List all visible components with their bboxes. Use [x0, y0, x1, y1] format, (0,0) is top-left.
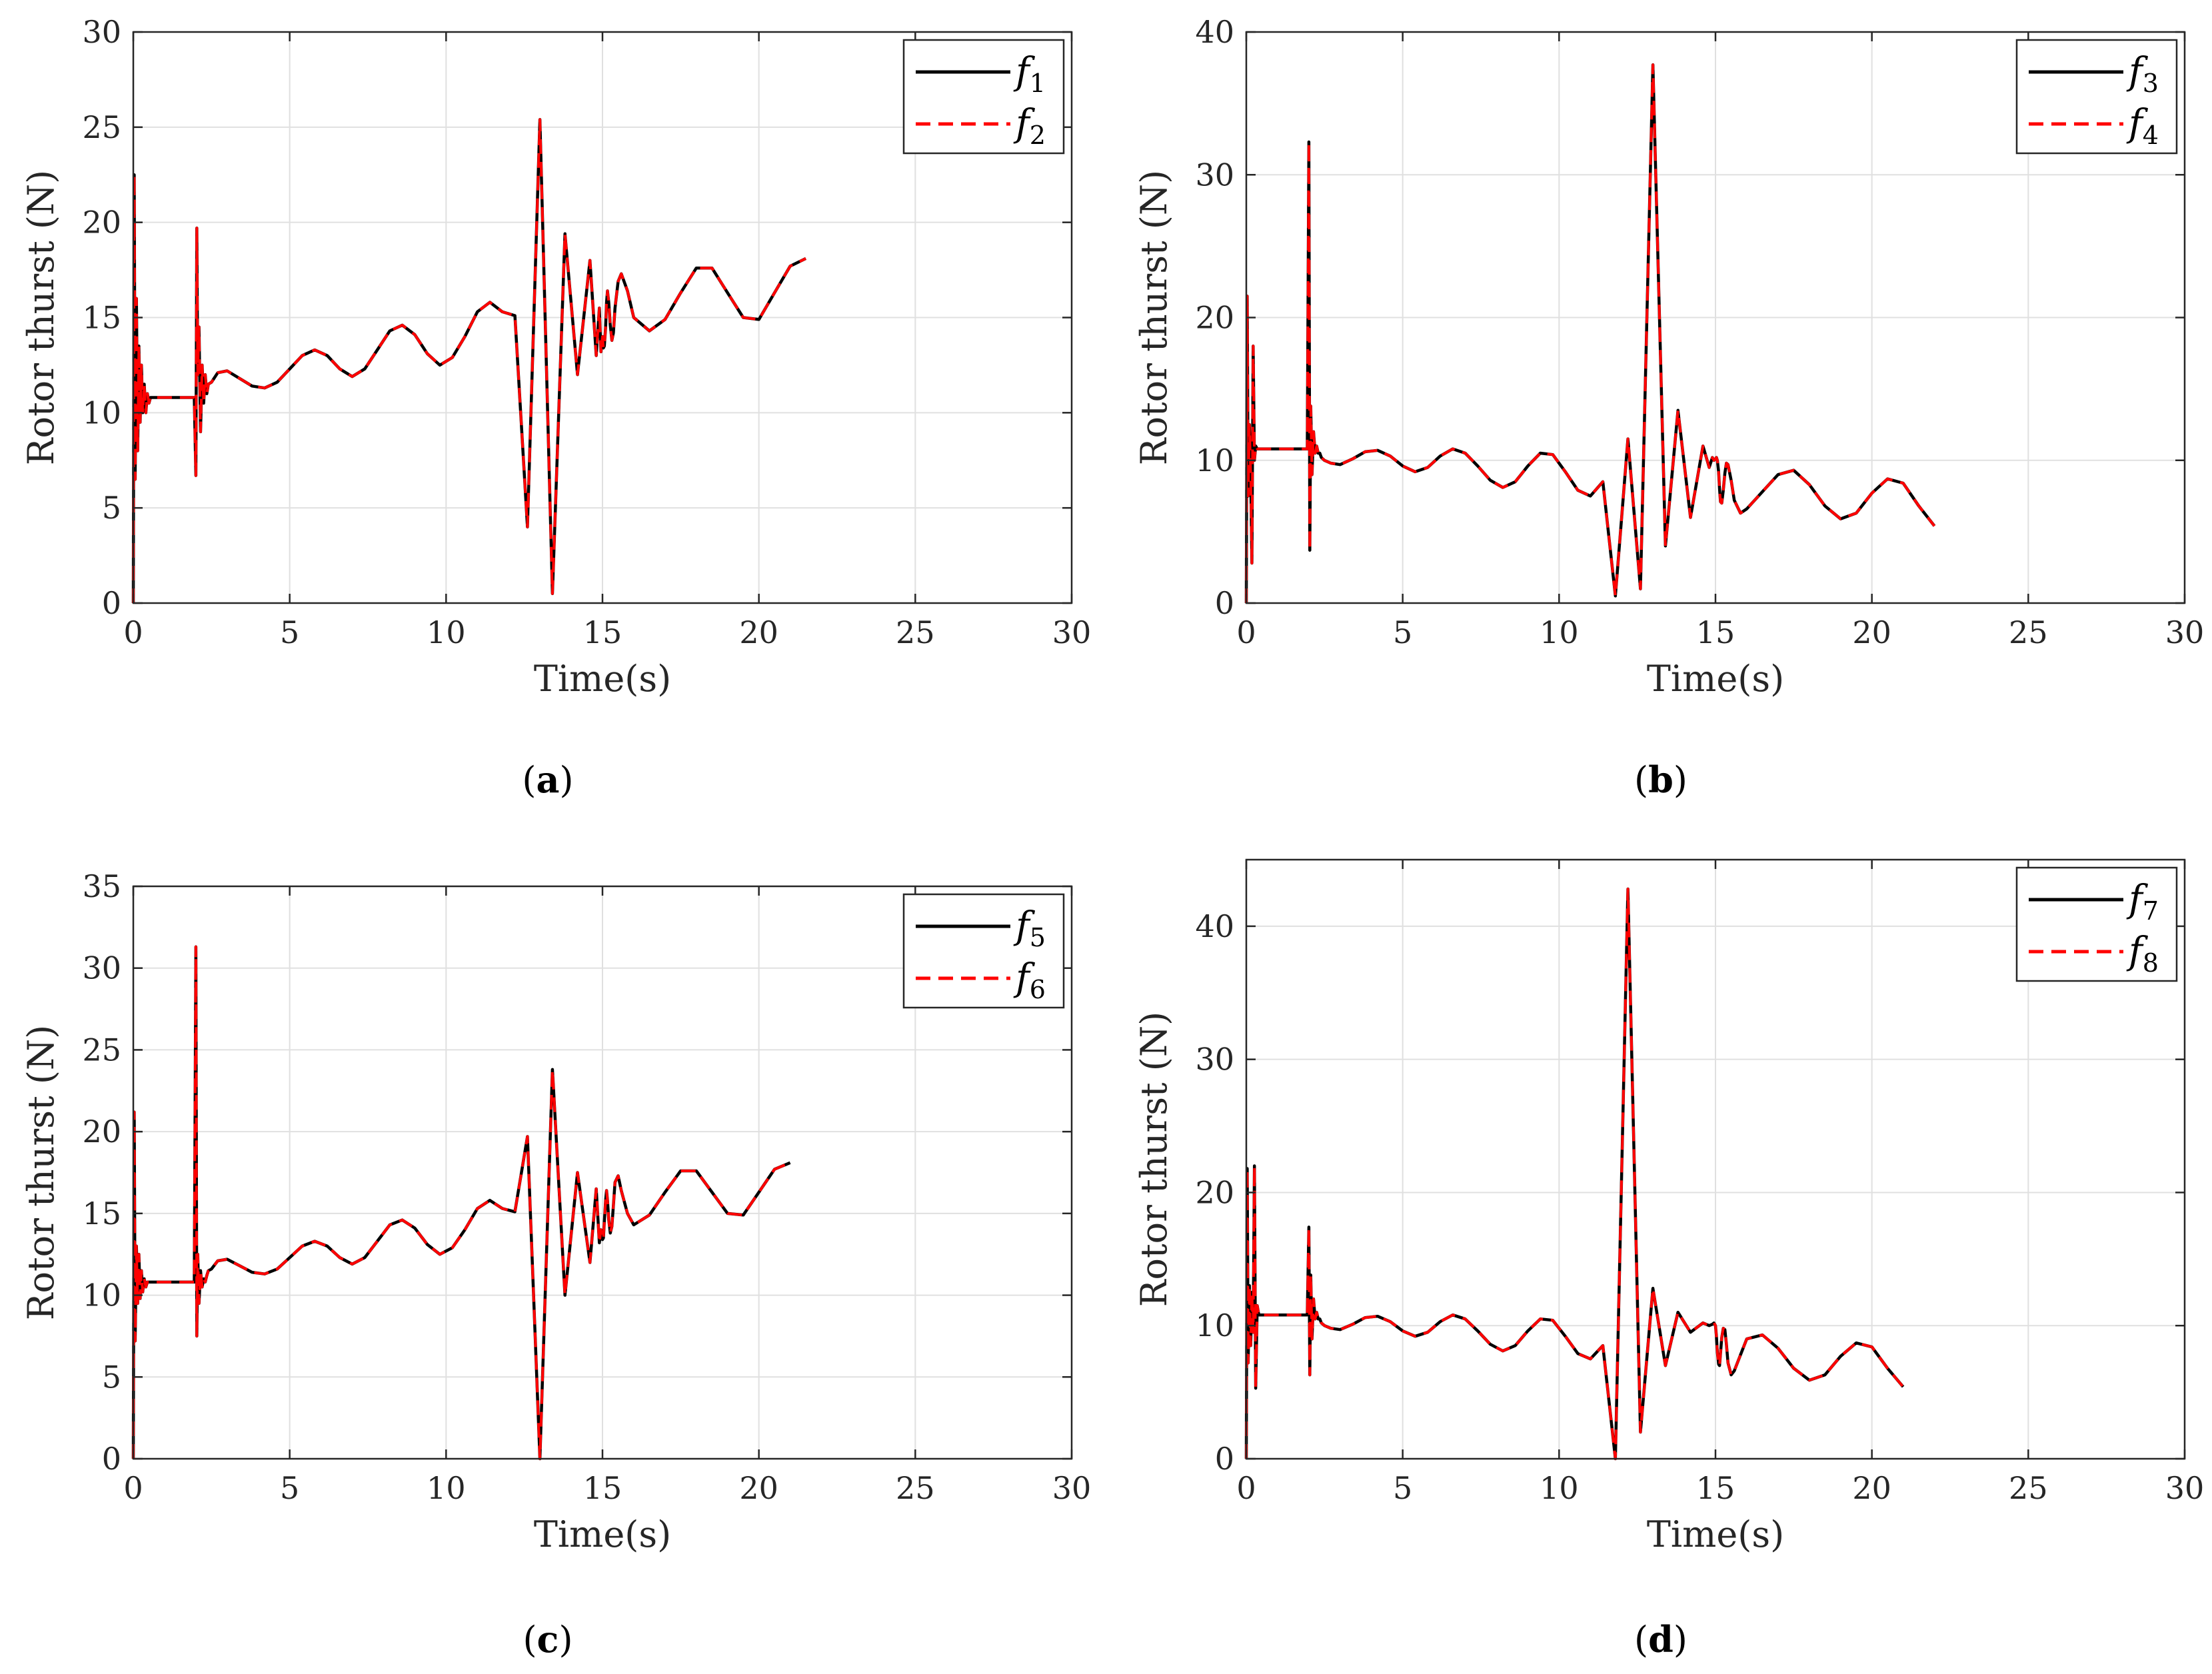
x-tick-label: 30	[1052, 614, 1092, 650]
x-tick-label: 15	[583, 1470, 622, 1506]
y-tick-label: 15	[82, 1196, 121, 1232]
x-axis-label: Time(s)	[1647, 1513, 1784, 1555]
y-tick-label: 10	[1195, 442, 1234, 478]
x-tick-label: 15	[1696, 1470, 1735, 1506]
x-tick-label: 0	[1236, 614, 1256, 650]
x-tick-label: 20	[1852, 1470, 1891, 1506]
legend-label-f3: f3	[2126, 50, 2159, 98]
chart-panel-d: 0 5 10 15 20 25 30 0 10 20 30 40 Time(s) Rotor thurst…	[1133, 858, 2205, 1555]
y-tick-label: 40	[1195, 908, 1234, 944]
x-axis-label: Time(s)	[534, 658, 671, 700]
y-tick-label: 5	[102, 1359, 121, 1395]
y-tick-label: 20	[82, 205, 121, 241]
x-tick-label: 20	[1852, 614, 1891, 650]
legend-box	[902, 893, 1065, 1009]
y-tick-label: 20	[82, 1114, 121, 1150]
x-tick-label: 30	[1052, 1470, 1092, 1506]
caption-a: (a)	[522, 758, 574, 801]
y-tick-label: 30	[1195, 1042, 1234, 1078]
y-tick-label: 15	[82, 300, 121, 336]
y-tick-label: 5	[102, 490, 121, 526]
x-tick-label: 20	[739, 614, 778, 650]
x-tick-label: 25	[896, 614, 935, 650]
y-tick-label: 35	[82, 868, 121, 904]
y-tick-label: 25	[82, 109, 121, 145]
chart-panel-c: 0 5 10 15 20 25 30 0 5 10 15 20 25 30 35 Time(s) Rotor t…	[20, 868, 1091, 1555]
x-axis-label: Time(s)	[1647, 658, 1784, 700]
legend-box	[2015, 866, 2178, 982]
x-tick-label: 0	[1236, 1470, 1256, 1506]
y-axis-label: Rotor thurst (N)	[20, 1025, 62, 1320]
y-tick-label: 20	[1195, 1174, 1234, 1210]
x-tick-label: 20	[739, 1470, 778, 1506]
y-tick-label: 20	[1195, 300, 1234, 336]
x-tick-label: 5	[1393, 1470, 1412, 1506]
y-tick-label: 25	[82, 1032, 121, 1068]
caption-b: (b)	[1634, 758, 1687, 801]
series-line-f8	[1245, 888, 1905, 1460]
legend-box	[2015, 39, 2178, 155]
y-tick-label: 0	[102, 585, 121, 621]
y-tick-label: 0	[102, 1441, 121, 1477]
x-tick-label: 5	[280, 614, 299, 650]
x-tick-label: 0	[123, 1470, 143, 1506]
x-tick-label: 30	[2165, 614, 2205, 650]
caption-c: (c)	[523, 1618, 573, 1661]
y-axis-label: Rotor thurst (N)	[1133, 170, 1175, 465]
y-tick-label: 30	[82, 14, 121, 50]
y-axis-label: Rotor thurst (N)	[1133, 1012, 1175, 1307]
x-tick-label: 5	[280, 1470, 299, 1506]
x-tick-label: 10	[427, 1470, 466, 1506]
y-tick-label: 30	[82, 950, 121, 986]
x-tick-label: 5	[1393, 614, 1412, 650]
x-tick-label: 25	[2009, 614, 2048, 650]
y-tick-label: 0	[1215, 585, 1234, 621]
x-tick-label: 15	[1696, 614, 1735, 650]
x-tick-label: 25	[896, 1470, 935, 1506]
y-tick-label: 10	[82, 1277, 121, 1313]
y-tick-label: 30	[1195, 157, 1234, 193]
x-tick-label: 10	[1540, 614, 1579, 650]
legend-box	[902, 39, 1065, 155]
x-tick-label: 0	[123, 614, 143, 650]
y-tick-label: 10	[82, 395, 121, 430]
x-tick-label: 10	[1540, 1470, 1579, 1506]
x-tick-label: 30	[2165, 1470, 2205, 1506]
y-axis-label: Rotor thurst (N)	[20, 170, 62, 465]
x-tick-label: 10	[427, 614, 466, 650]
x-tick-label: 25	[2009, 1470, 2048, 1506]
y-tick-label: 40	[1195, 14, 1234, 50]
series-line-f2	[132, 118, 806, 604]
series-line-f6	[132, 945, 791, 1460]
x-tick-label: 15	[583, 614, 622, 650]
chart-panel-b: 0 5 10 15 20 25 30 0 10 20 30 40 Time(s) Rotor thurst…	[1133, 14, 2204, 700]
caption-d: (d)	[1634, 1618, 1687, 1661]
y-tick-label: 0	[1215, 1441, 1234, 1477]
legend-label-f6: f6	[1013, 956, 1046, 1004]
x-axis-label: Time(s)	[534, 1513, 671, 1555]
y-tick-label: 10	[1195, 1307, 1234, 1343]
series-line-f4	[1245, 63, 1936, 604]
chart-panel-a: 0 5 10 15 20 25 30 0 5 10 15 20 25 30 Time(s) Rotor thu…	[20, 14, 1091, 700]
